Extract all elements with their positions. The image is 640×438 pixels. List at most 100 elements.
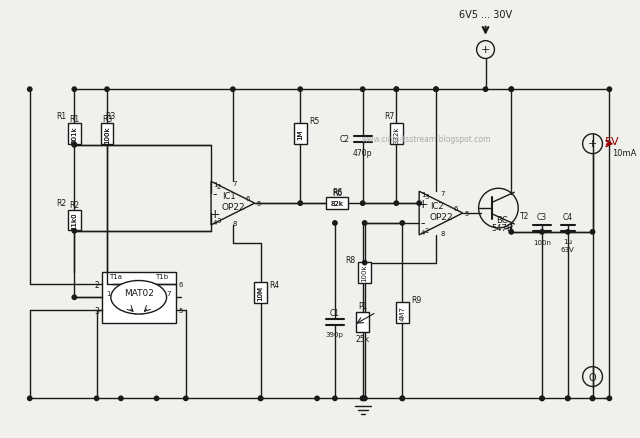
Bar [68,124,81,145]
Text: R7: R7 [384,112,394,121]
Circle shape [590,396,595,401]
Circle shape [607,396,612,401]
Circle shape [607,88,612,92]
Text: 8: 8 [232,220,237,226]
Text: IC2: IC2 [430,201,444,210]
Text: 11k0: 11k0 [71,212,77,229]
Text: O: O [589,372,596,381]
Text: +: + [481,45,490,54]
Text: 332k: 332k [394,126,399,143]
Circle shape [298,201,303,206]
Text: 63V: 63V [561,246,575,252]
Circle shape [540,396,544,401]
Circle shape [566,230,570,234]
Circle shape [394,88,399,92]
Circle shape [360,201,365,206]
Circle shape [259,396,263,401]
Circle shape [434,88,438,92]
Text: 82k: 82k [330,201,344,207]
Circle shape [105,88,109,92]
Text: R3: R3 [102,115,112,124]
Text: R6: R6 [332,187,342,196]
Text: 6: 6 [246,196,250,202]
Text: -: - [212,187,217,200]
Circle shape [95,396,99,401]
Text: 7: 7 [232,181,237,187]
Text: R9: R9 [412,295,422,304]
Circle shape [298,88,303,92]
Text: +: + [210,207,220,220]
Text: +: + [588,138,597,148]
Circle shape [400,396,404,401]
Text: 1: 1 [106,291,111,297]
Text: 4M7: 4M7 [399,305,405,320]
Text: OP22: OP22 [221,202,244,211]
Circle shape [259,396,263,401]
Bar [294,124,307,145]
Text: 547B: 547B [492,224,513,233]
Circle shape [394,88,399,92]
Circle shape [590,230,595,234]
Bar [254,282,267,303]
Text: +: + [418,197,428,210]
Text: 4: 4 [213,219,218,226]
Text: 5: 5 [465,211,469,216]
Text: 25k: 25k [356,335,370,343]
Text: P1: P1 [358,301,367,310]
Text: C4: C4 [563,212,573,221]
Circle shape [590,396,595,401]
Text: T1a: T1a [109,274,122,280]
Text: C2: C2 [340,135,350,144]
Text: R3: R3 [105,112,115,121]
Circle shape [72,143,77,148]
Text: 301k: 301k [71,126,77,143]
Ellipse shape [111,281,166,314]
Text: R5: R5 [309,117,319,126]
Text: 2: 2 [425,227,429,233]
Circle shape [72,88,77,92]
Circle shape [333,221,337,226]
Text: -: - [421,217,426,230]
Text: 390p: 390p [325,331,343,337]
Bar [68,210,81,231]
Circle shape [333,396,337,401]
Text: R2: R2 [56,198,67,207]
Text: 470p: 470p [353,149,372,158]
Circle shape [483,88,488,92]
Text: T2: T2 [520,211,529,220]
Text: 82k: 82k [330,201,344,207]
Circle shape [230,88,235,92]
Circle shape [417,201,421,206]
Circle shape [360,88,365,92]
Text: 6V5 ... 30V: 6V5 ... 30V [459,10,512,20]
Circle shape [362,221,367,226]
Circle shape [72,295,77,300]
Circle shape [400,396,404,401]
Text: 100k: 100k [104,126,110,143]
Bar [390,124,403,145]
Text: 1μ: 1μ [563,238,572,244]
Text: 7: 7 [441,191,445,197]
Text: 2: 2 [94,280,99,289]
Text: 10M: 10M [258,285,264,300]
Text: 100n: 100n [533,239,551,245]
Circle shape [360,396,365,401]
Circle shape [509,230,513,234]
Bar [358,262,371,283]
Text: 7: 7 [166,291,171,297]
Circle shape [566,396,570,401]
Text: R1: R1 [69,115,79,124]
Circle shape [154,396,159,401]
Circle shape [400,221,404,226]
Text: 5: 5 [179,307,183,314]
Text: 1M: 1M [297,129,303,140]
Text: 6: 6 [454,205,458,212]
Text: T1b: T1b [155,274,168,280]
Text: 3: 3 [217,218,221,223]
Circle shape [540,230,544,234]
Text: 10mA: 10mA [612,149,637,158]
Circle shape [360,396,365,401]
Text: 301k: 301k [71,126,77,143]
Text: www.circuitsstream.blogspot.com: www.circuitsstream.blogspot.com [362,135,491,144]
Text: 3: 3 [94,306,99,315]
